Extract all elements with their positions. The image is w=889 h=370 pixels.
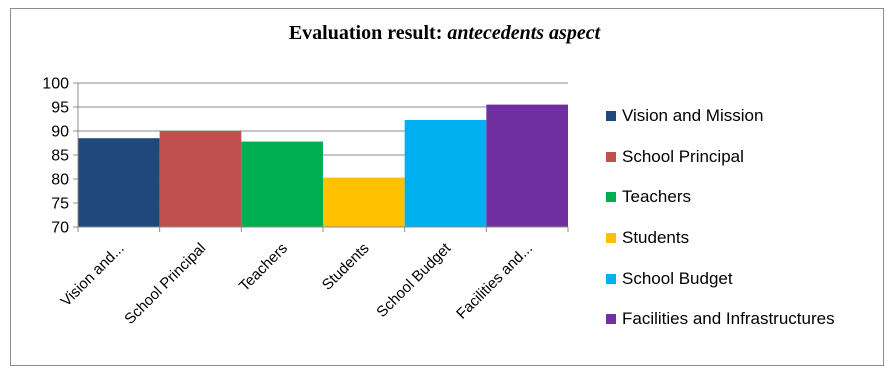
chart-legend: Vision and Mission School Principal Teache… bbox=[606, 96, 835, 340]
x-tick-label-6: Facilities and... bbox=[453, 240, 536, 323]
x-tick-label-4: Students bbox=[319, 240, 373, 294]
legend-swatch bbox=[606, 314, 616, 325]
legend-item-5: School Budget bbox=[606, 258, 835, 299]
legend-label: Facilities and Infrastructures bbox=[622, 309, 835, 329]
legend-item-2: School Principal bbox=[606, 137, 835, 178]
legend-item-3: Teachers bbox=[606, 177, 835, 218]
legend-swatch bbox=[606, 233, 616, 244]
x-tick-label-2: School Principal bbox=[121, 240, 209, 328]
legend-item-6: Facilities and Infrastructures bbox=[606, 299, 835, 340]
x-tick-label-1: Vision and... bbox=[57, 240, 127, 310]
bar-4 bbox=[323, 177, 405, 227]
legend-swatch bbox=[606, 273, 616, 284]
legend-swatch bbox=[606, 151, 616, 162]
bar-2 bbox=[159, 131, 242, 227]
bar-1 bbox=[78, 138, 160, 227]
x-tick-label-3: Teachers bbox=[236, 240, 291, 295]
chart-title-italic: antecedents aspect bbox=[447, 22, 601, 44]
y-tick-label-90: 90 bbox=[51, 124, 69, 141]
y-tick-label-100: 100 bbox=[42, 76, 69, 93]
chart-title: Evaluation result: antecedents aspect bbox=[0, 22, 889, 45]
bar-3 bbox=[241, 141, 323, 227]
legend-swatch bbox=[606, 192, 616, 203]
chart-title-prefix: Evaluation result: bbox=[288, 22, 443, 44]
y-tick-label-85: 85 bbox=[51, 148, 69, 165]
legend-item-4: Students bbox=[606, 218, 835, 259]
y-tick-label-80: 80 bbox=[51, 172, 69, 189]
y-tick-label-75: 75 bbox=[51, 196, 69, 213]
legend-label: Teachers bbox=[622, 187, 691, 207]
bar-6 bbox=[486, 104, 568, 227]
legend-label: School Principal bbox=[622, 146, 744, 166]
legend-swatch bbox=[606, 111, 616, 122]
legend-item-1: Vision and Mission bbox=[606, 96, 835, 137]
y-tick-label-70: 70 bbox=[51, 220, 69, 237]
x-tick-label-5: School Budget bbox=[373, 239, 455, 321]
legend-label: Students bbox=[622, 228, 690, 248]
legend-label: Vision and Mission bbox=[622, 106, 764, 126]
legend-label: School Budget bbox=[622, 268, 733, 288]
y-tick-label-95: 95 bbox=[51, 100, 69, 117]
bar-5 bbox=[404, 119, 487, 227]
